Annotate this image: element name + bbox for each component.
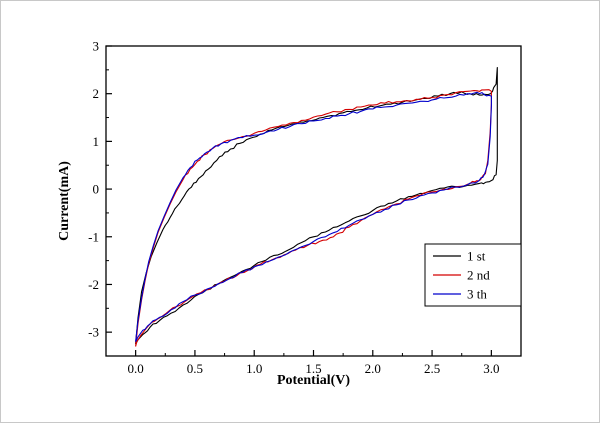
x-tick-label: 2.0 [365, 361, 381, 376]
x-tick-label: 2.5 [424, 361, 440, 376]
y-tick-label: 0 [93, 182, 100, 197]
series-curve-1 [135, 66, 498, 345]
y-tick-label: 3 [93, 39, 100, 54]
legend-label: 1 st [467, 249, 486, 264]
legend-label: 3 th [467, 287, 487, 302]
y-tick-label: 1 [93, 134, 100, 149]
series-curve-2 [135, 89, 492, 347]
legend-label: 2 nd [467, 268, 490, 283]
y-axis-title: Current(mA) [57, 161, 72, 241]
x-tick-label: 0.0 [128, 361, 144, 376]
x-tick-label: 3.0 [483, 361, 499, 376]
y-tick-label: -2 [88, 277, 99, 292]
x-tick-label: 1.0 [246, 361, 262, 376]
y-tick-label: -3 [88, 325, 99, 340]
x-tick-label: 1.5 [305, 361, 321, 376]
x-tick-label: 0.5 [187, 361, 203, 376]
series-curve-3 [135, 91, 492, 342]
x-axis-title: Potential(V) [276, 373, 351, 388]
y-tick-label: 2 [93, 86, 100, 101]
legend-box [424, 243, 522, 307]
y-tick-label: -1 [88, 229, 99, 244]
